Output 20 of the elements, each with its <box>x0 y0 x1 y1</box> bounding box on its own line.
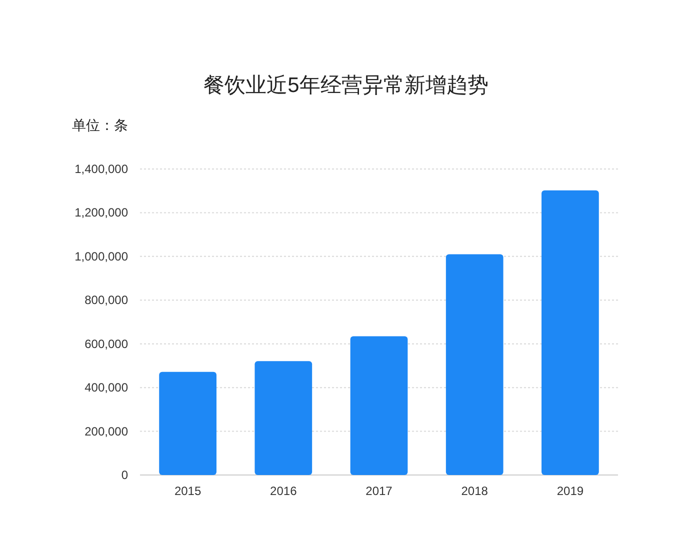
y-tick-label: 400,000 <box>84 380 128 395</box>
y-tick-label: 0 <box>121 468 128 482</box>
bar <box>159 372 216 475</box>
y-tick-label: 1,000,000 <box>74 249 128 264</box>
y-tick-label: 200,000 <box>84 424 128 438</box>
y-tick-label: 600,000 <box>84 336 128 351</box>
y-tick-label: 1,400,000 <box>74 162 128 176</box>
bar <box>542 190 599 475</box>
x-tick-label: 2016 <box>270 484 298 498</box>
bar <box>446 254 504 475</box>
x-tick-label: 2017 <box>366 484 393 498</box>
y-tick-label: 1,200,000 <box>74 206 128 220</box>
x-tick-label: 2019 <box>556 484 584 498</box>
y-tick-label: 800,000 <box>84 293 128 308</box>
x-tick-label: 2015 <box>174 484 202 498</box>
bar <box>254 361 312 475</box>
bar <box>350 336 408 475</box>
x-tick-label: 2018 <box>461 484 488 498</box>
y-axis-title: 单位：条 <box>72 117 128 133</box>
chart-title: 餐饮业近5年经营异常新增趋势 <box>204 74 488 97</box>
